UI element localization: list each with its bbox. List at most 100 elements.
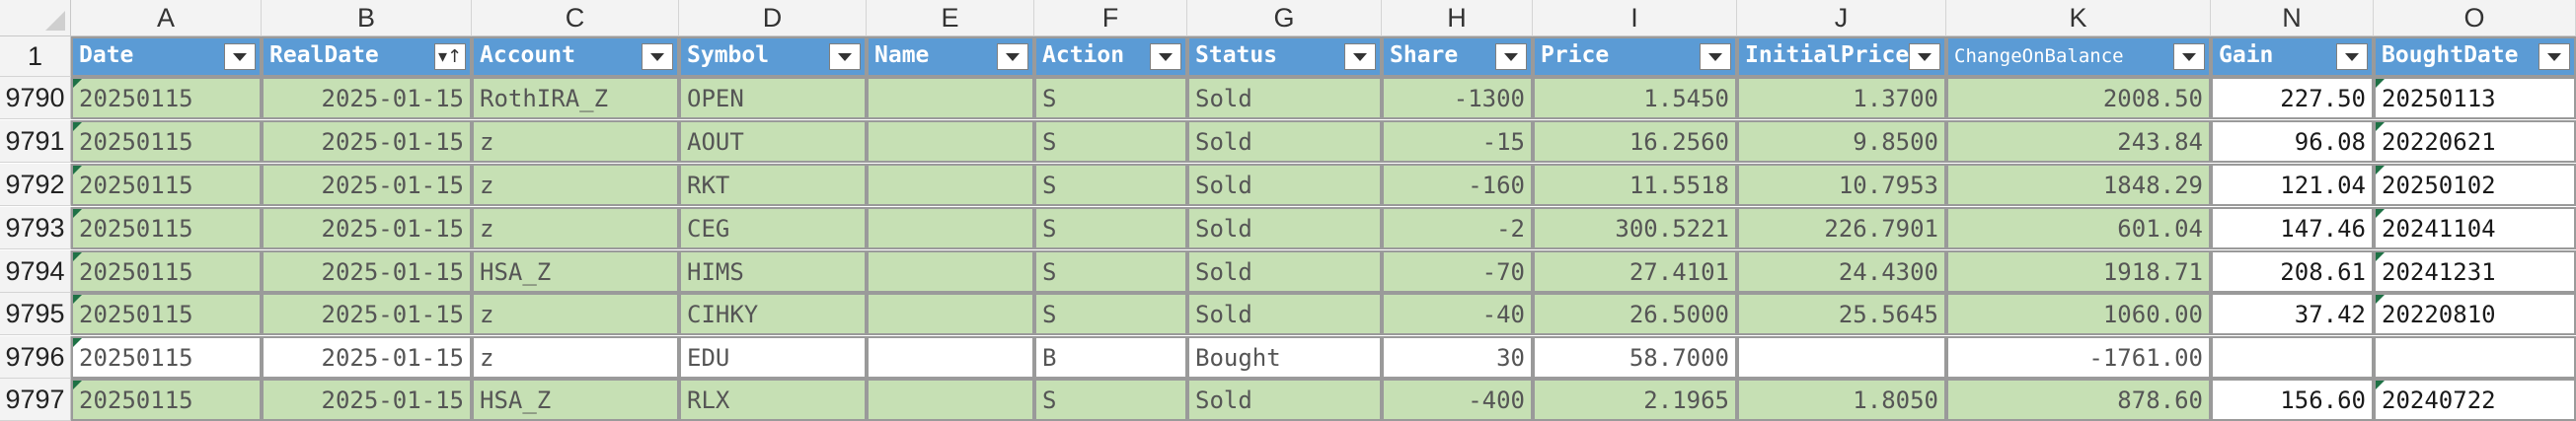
column-header-n[interactable]: N	[2211, 0, 2374, 36]
cell-price[interactable]: 27.4101	[1533, 250, 1737, 293]
cell-date[interactable]: 20250115	[71, 164, 262, 206]
cell-name[interactable]	[867, 77, 1034, 119]
cell-realdate[interactable]: 2025-01-15	[262, 250, 472, 293]
cell-status[interactable]: Bought	[1187, 336, 1382, 379]
cell-share[interactable]: 30	[1382, 336, 1533, 379]
cell-realdate[interactable]: 2025-01-15	[262, 164, 472, 206]
column-header-a[interactable]: A	[71, 0, 262, 36]
cell-action[interactable]: S	[1034, 207, 1187, 249]
column-header-f[interactable]: F	[1034, 0, 1187, 36]
filter-dropdown-icon[interactable]	[2538, 43, 2570, 70]
cell-account[interactable]: z	[472, 336, 679, 379]
cell-changeonbalance[interactable]: 601.04	[1946, 207, 2211, 249]
cell-share[interactable]: -15	[1382, 120, 1533, 163]
cell-share[interactable]: -400	[1382, 379, 1533, 421]
cell-price[interactable]: 58.7000	[1533, 336, 1737, 379]
cell-name[interactable]	[867, 293, 1034, 335]
row-header-9792[interactable]: 9792	[0, 164, 71, 206]
cell-initialprice[interactable]: 24.4300	[1737, 250, 1946, 293]
cell-action[interactable]: S	[1034, 77, 1187, 119]
cell-status[interactable]: Sold	[1187, 379, 1382, 421]
table-header-gain[interactable]: Gain	[2211, 36, 2374, 77]
column-header-c[interactable]: C	[472, 0, 679, 36]
cell-realdate[interactable]: 2025-01-15	[262, 77, 472, 119]
cell-account[interactable]: z	[472, 207, 679, 249]
row-header-9795[interactable]: 9795	[0, 293, 71, 335]
cell-account[interactable]: HSA_Z	[472, 250, 679, 293]
cell-initialprice[interactable]: 9.8500	[1737, 120, 1946, 163]
cell-share[interactable]: -70	[1382, 250, 1533, 293]
cell-action[interactable]: S	[1034, 293, 1187, 335]
cell-status[interactable]: Sold	[1187, 77, 1382, 119]
filter-dropdown-icon[interactable]	[1495, 43, 1527, 70]
cell-name[interactable]	[867, 207, 1034, 249]
cell-initialprice[interactable]: 1.8050	[1737, 379, 1946, 421]
cell-gain[interactable]	[2211, 336, 2374, 379]
cell-status[interactable]: Sold	[1187, 164, 1382, 206]
cell-name[interactable]	[867, 379, 1034, 421]
table-header-boughtdate[interactable]: BoughtDate	[2374, 36, 2576, 77]
cell-gain[interactable]: 96.08	[2211, 120, 2374, 163]
cell-price[interactable]: 16.2560	[1533, 120, 1737, 163]
filter-dropdown-icon[interactable]	[2173, 43, 2205, 70]
cell-boughtdate[interactable]	[2374, 336, 2576, 379]
cell-symbol[interactable]: CIHKY	[679, 293, 867, 335]
cell-account[interactable]: HSA_Z	[472, 379, 679, 421]
filter-dropdown-icon[interactable]	[2336, 43, 2368, 70]
cell-share[interactable]: -40	[1382, 293, 1533, 335]
table-header-price[interactable]: Price	[1533, 36, 1737, 77]
table-header-status[interactable]: Status	[1187, 36, 1382, 77]
row-header-9794[interactable]: 9794	[0, 250, 71, 293]
cell-action[interactable]: S	[1034, 164, 1187, 206]
filter-dropdown-icon[interactable]	[1700, 43, 1731, 70]
cell-account[interactable]: RothIRA_Z	[472, 77, 679, 119]
row-header-9790[interactable]: 9790	[0, 77, 71, 119]
cell-gain[interactable]: 147.46	[2211, 207, 2374, 249]
cell-changeonbalance[interactable]: 1060.00	[1946, 293, 2211, 335]
cell-name[interactable]	[867, 336, 1034, 379]
cell-date[interactable]: 20250115	[71, 77, 262, 119]
cell-initialprice[interactable]: 1.3700	[1737, 77, 1946, 119]
table-header-name[interactable]: Name	[867, 36, 1034, 77]
row-header-9796[interactable]: 9796	[0, 336, 71, 379]
column-header-k[interactable]: K	[1946, 0, 2211, 36]
cell-boughtdate[interactable]: 20250113	[2374, 77, 2576, 119]
cell-name[interactable]	[867, 164, 1034, 206]
cell-symbol[interactable]: EDU	[679, 336, 867, 379]
cell-date[interactable]: 20250115	[71, 250, 262, 293]
cell-symbol[interactable]: RLX	[679, 379, 867, 421]
cell-changeonbalance[interactable]: -1761.00	[1946, 336, 2211, 379]
cell-gain[interactable]: 208.61	[2211, 250, 2374, 293]
cell-name[interactable]	[867, 120, 1034, 163]
filter-dropdown-icon[interactable]	[829, 43, 861, 70]
cell-initialprice[interactable]: 25.5645	[1737, 293, 1946, 335]
cell-boughtdate[interactable]: 20241104	[2374, 207, 2576, 249]
cell-changeonbalance[interactable]: 2008.50	[1946, 77, 2211, 119]
cell-realdate[interactable]: 2025-01-15	[262, 336, 472, 379]
cell-status[interactable]: Sold	[1187, 120, 1382, 163]
cell-realdate[interactable]: 2025-01-15	[262, 120, 472, 163]
cell-boughtdate[interactable]: 20241231	[2374, 250, 2576, 293]
cell-changeonbalance[interactable]: 1918.71	[1946, 250, 2211, 293]
cell-share[interactable]: -2	[1382, 207, 1533, 249]
table-header-initialprice[interactable]: InitialPrice	[1737, 36, 1946, 77]
column-header-j[interactable]: J	[1737, 0, 1946, 36]
row-header-9791[interactable]: 9791	[0, 120, 71, 163]
table-header-changeonbalance[interactable]: ChangeOnBalance	[1946, 36, 2211, 77]
cell-changeonbalance[interactable]: 243.84	[1946, 120, 2211, 163]
cell-gain[interactable]: 227.50	[2211, 77, 2374, 119]
cell-gain[interactable]: 156.60	[2211, 379, 2374, 421]
row-header-9793[interactable]: 9793	[0, 207, 71, 249]
cell-initialprice[interactable]	[1737, 336, 1946, 379]
cell-boughtdate[interactable]: 20220810	[2374, 293, 2576, 335]
table-header-action[interactable]: Action	[1034, 36, 1187, 77]
cell-price[interactable]: 1.5450	[1533, 77, 1737, 119]
filter-dropdown-icon[interactable]	[224, 43, 256, 70]
cell-price[interactable]: 26.5000	[1533, 293, 1737, 335]
cell-initialprice[interactable]: 226.7901	[1737, 207, 1946, 249]
column-header-o[interactable]: O	[2374, 0, 2576, 36]
column-header-g[interactable]: G	[1187, 0, 1382, 36]
cell-date[interactable]: 20250115	[71, 293, 262, 335]
table-header-date[interactable]: Date	[71, 36, 262, 77]
table-header-share[interactable]: Share	[1382, 36, 1533, 77]
